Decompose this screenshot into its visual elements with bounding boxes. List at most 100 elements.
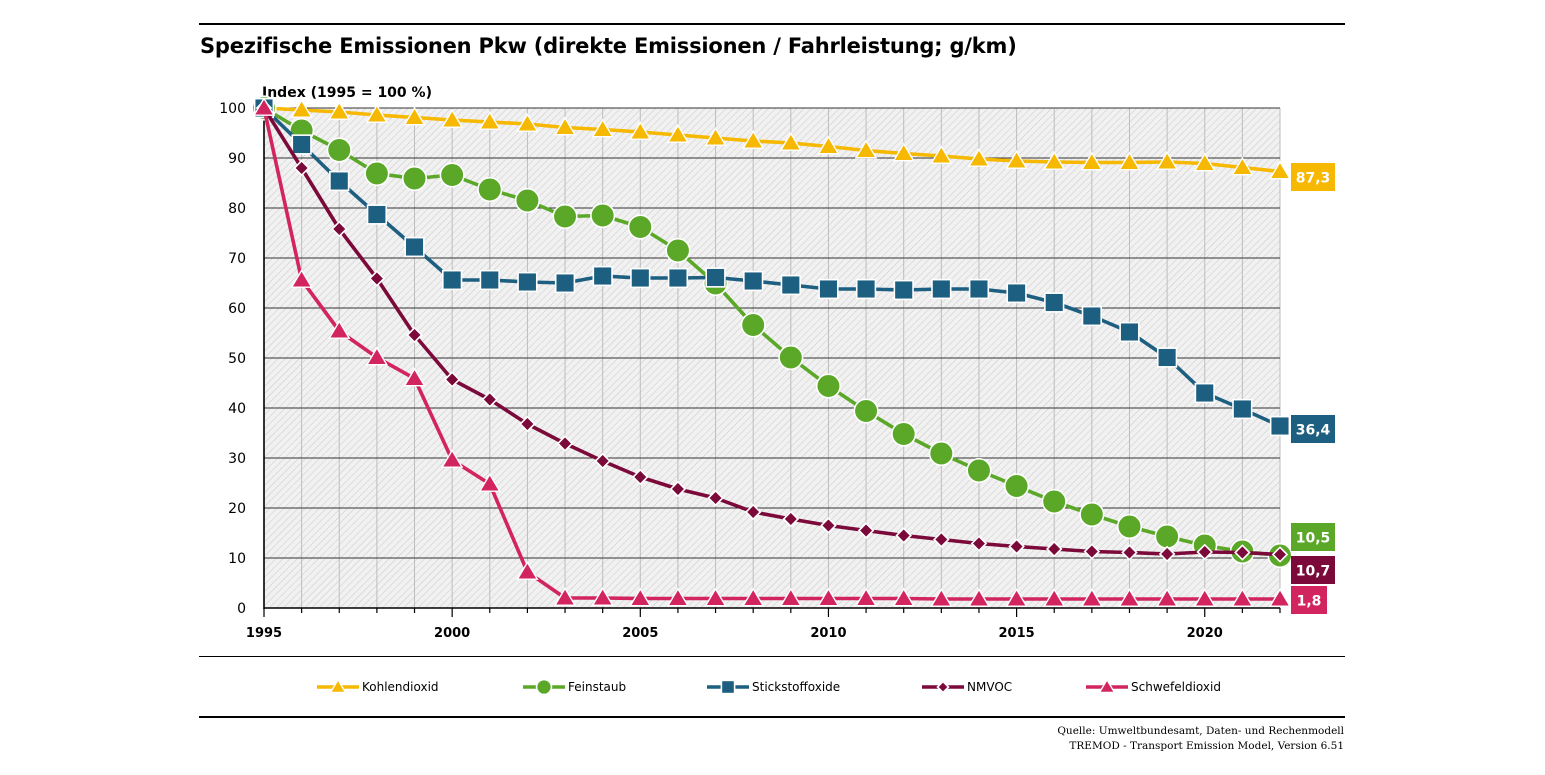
legend-item-schwefeldioxid: Schwefeldioxid xyxy=(1085,679,1221,695)
data-point xyxy=(627,214,653,240)
data-point xyxy=(1043,588,1066,607)
series-line xyxy=(262,106,1281,428)
data-point xyxy=(1268,588,1292,607)
data-point xyxy=(1043,151,1066,170)
data-point xyxy=(854,139,878,159)
data-point xyxy=(328,320,351,339)
data-point xyxy=(517,271,538,293)
legend-bottom-rule xyxy=(199,716,1345,718)
data-point xyxy=(629,121,652,140)
data-point xyxy=(293,159,310,177)
data-point xyxy=(591,118,614,138)
data-point xyxy=(895,527,912,544)
data-point xyxy=(1116,513,1143,540)
data-point xyxy=(365,346,389,366)
y-axis-label: Index (1995 = 100 %) xyxy=(262,85,432,101)
data-point xyxy=(666,124,690,143)
data-point xyxy=(291,134,312,155)
legend-marker xyxy=(1098,679,1116,694)
data-point xyxy=(1193,588,1216,607)
data-point xyxy=(1004,473,1030,499)
legend-swatch xyxy=(523,679,565,695)
data-point xyxy=(329,170,350,192)
data-point xyxy=(1196,543,1214,561)
series-stickstoffoxide xyxy=(253,97,1291,437)
data-point xyxy=(705,267,726,288)
data-point xyxy=(667,267,689,289)
x-tick-label: 2015 xyxy=(998,626,1034,641)
data-point xyxy=(1119,321,1140,343)
data-point xyxy=(365,104,389,123)
series-line xyxy=(263,106,1281,174)
data-point xyxy=(1118,588,1141,607)
end-label: 87,3 xyxy=(1296,171,1331,187)
data-point xyxy=(1155,151,1179,170)
data-point xyxy=(966,457,992,484)
end-label-box xyxy=(1291,415,1335,443)
data-point xyxy=(778,344,804,371)
data-point xyxy=(477,176,503,203)
data-point xyxy=(892,142,915,162)
data-point xyxy=(364,160,390,187)
data-point xyxy=(743,270,764,292)
data-point xyxy=(632,468,649,486)
legend-item-kohlendioxid: Kohlendioxid xyxy=(316,679,439,695)
data-point xyxy=(1121,544,1138,561)
y-tick-label: 60 xyxy=(228,301,246,317)
data-point xyxy=(968,278,990,300)
data-point xyxy=(439,162,465,188)
data-point xyxy=(594,452,611,470)
data-point xyxy=(970,535,988,552)
data-point xyxy=(891,421,917,447)
data-point xyxy=(328,101,351,120)
legend-item-feinstaub: Feinstaub xyxy=(522,679,626,695)
data-point xyxy=(782,510,800,528)
x-tick-label: 2005 xyxy=(622,626,658,641)
data-point xyxy=(519,415,536,433)
data-point xyxy=(366,204,388,225)
data-point xyxy=(478,111,501,130)
data-point xyxy=(704,127,727,146)
data-point xyxy=(290,269,313,288)
legend-swatch xyxy=(317,679,359,694)
legend-marker xyxy=(535,679,553,695)
end-label: 1,8 xyxy=(1297,594,1322,610)
series-kohlendioxid xyxy=(252,97,1292,180)
data-point xyxy=(855,278,877,300)
data-point xyxy=(742,587,765,607)
data-point xyxy=(514,187,540,214)
data-point xyxy=(1005,588,1028,607)
data-point xyxy=(817,587,840,607)
data-point xyxy=(1083,543,1101,560)
data-point xyxy=(1005,150,1028,169)
data-point xyxy=(1271,546,1289,563)
legend-label: Feinstaub xyxy=(568,680,627,694)
data-point xyxy=(1044,292,1065,313)
data-point xyxy=(740,312,766,338)
legend-swatch xyxy=(707,679,749,695)
data-point xyxy=(857,522,875,539)
data-point xyxy=(1041,488,1067,515)
data-point xyxy=(1155,588,1179,607)
series-line xyxy=(262,107,1281,557)
legend-label: Stickstoffoxide xyxy=(752,680,841,694)
end-label-box xyxy=(1291,523,1335,551)
legend-marker xyxy=(936,680,950,694)
y-tick-label: 0 xyxy=(237,601,246,617)
data-point xyxy=(553,116,577,136)
y-tick-label: 80 xyxy=(228,201,246,217)
data-point xyxy=(1232,398,1253,420)
data-point xyxy=(818,278,839,300)
data-point xyxy=(820,517,837,534)
legend-item-stickstoffoxide: Stickstoffoxide xyxy=(706,679,840,695)
data-point xyxy=(330,220,348,238)
y-tick-label: 50 xyxy=(228,351,246,367)
data-point xyxy=(516,561,539,580)
data-point xyxy=(1080,151,1103,171)
series-schwefeldioxid xyxy=(252,97,1292,607)
source-note: Quelle: Umweltbundesamt, Daten- und Rech… xyxy=(1057,724,1344,754)
x-tick-label: 2000 xyxy=(434,626,470,641)
end-label-box xyxy=(1291,556,1335,584)
data-point xyxy=(1193,152,1216,172)
end-label: 10,7 xyxy=(1296,564,1331,580)
